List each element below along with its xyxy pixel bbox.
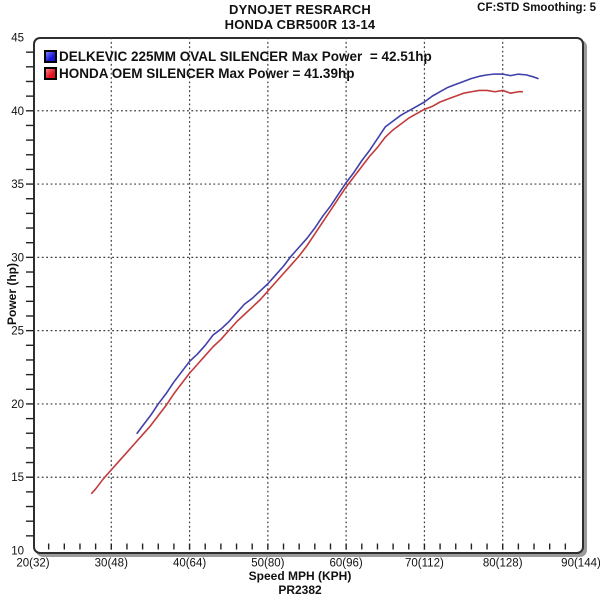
honda-oem-series-swatch (44, 67, 57, 80)
delkevic-legend-label: DELKEVIC 225MM OVAL SILENCER Max Power =… (59, 49, 432, 64)
y-tick-label: 30 (11, 252, 24, 264)
x-tick-label: 80(128) (483, 558, 523, 570)
x-tick-label: 90(144) (561, 558, 600, 570)
y-tick-label: 10 (11, 546, 24, 558)
legend-row-delkevic: DELKEVIC 225MM OVAL SILENCER Max Power =… (44, 48, 432, 65)
y-tick-label: 45 (11, 33, 24, 45)
run-id-label: PR2382 (278, 583, 322, 597)
y-tick-label: 15 (11, 472, 24, 484)
honda-oem-power-curve (90, 89, 524, 495)
page-subtitle: HONDA CBR500R 13-14 (224, 17, 376, 32)
x-tick-label: 30(48) (95, 558, 128, 570)
x-tick-label: 60(96) (330, 558, 363, 570)
y-axis-title: Power (hp) (5, 263, 19, 325)
x-tick-label: 70(112) (405, 558, 444, 570)
smoothing-setting-label: CF:STD Smoothing: 5 (477, 2, 596, 14)
y-tick-label: 25 (11, 326, 24, 338)
chart-legend: DELKEVIC 225MM OVAL SILENCER Max Power =… (44, 48, 432, 82)
y-tick-label: 35 (11, 179, 24, 191)
x-tick-label: 20(32) (16, 558, 49, 570)
delkevic-power-curve (136, 73, 539, 435)
delkevic-series-swatch (44, 50, 57, 63)
x-tick-label: 50(80) (251, 558, 284, 570)
x-axis-title: Speed MPH (KPH) (248, 569, 352, 583)
legend-row-honda-oem: HONDA OEM SILENCER Max Power = 41.39hp (44, 65, 432, 82)
plot-frame (33, 37, 584, 554)
x-tick-label: 40(64) (173, 558, 206, 570)
y-tick-label: 20 (11, 399, 24, 411)
honda-oem-legend-label: HONDA OEM SILENCER Max Power = 41.39hp (59, 66, 355, 81)
y-tick-label: 40 (11, 106, 24, 118)
page-title: DYNOJET RESRARCH (229, 2, 371, 17)
